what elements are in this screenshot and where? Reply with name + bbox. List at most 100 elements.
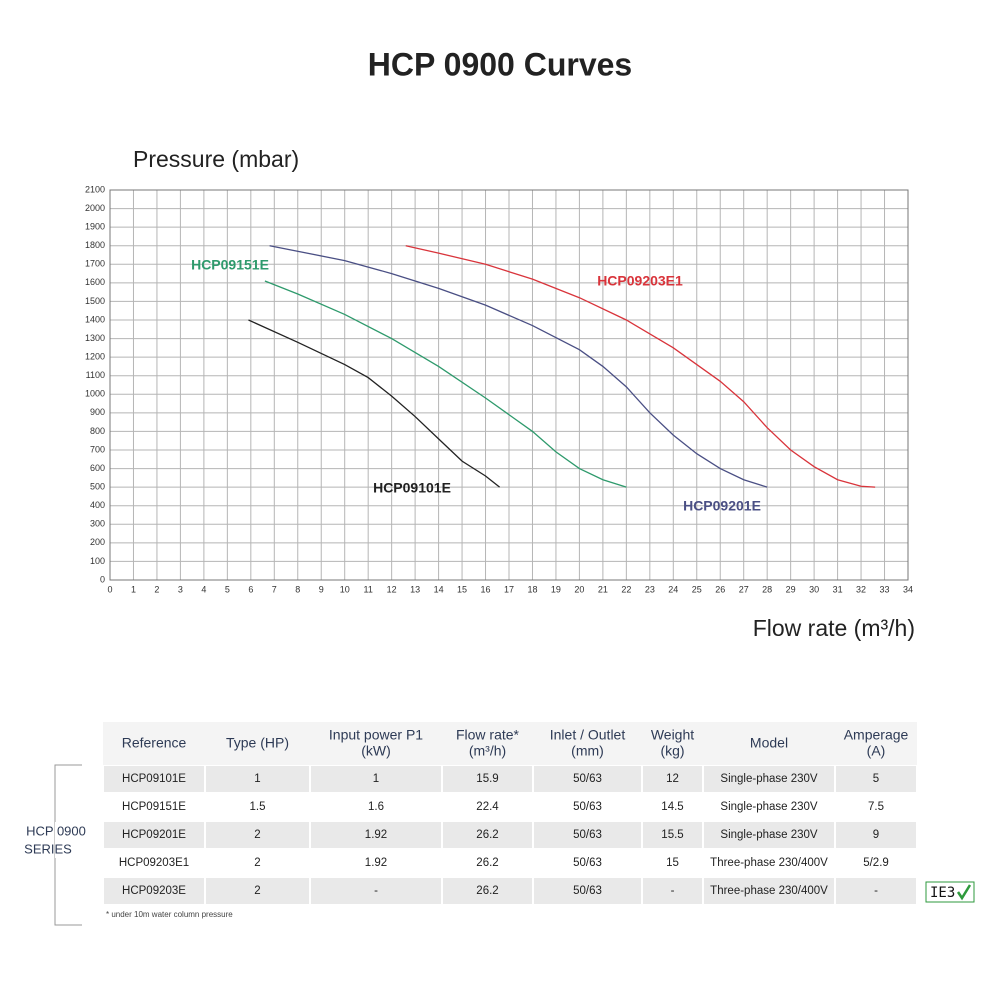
series-label: HCP09151E bbox=[191, 257, 269, 273]
table-cell-bg bbox=[534, 766, 641, 792]
table-cell: Single-phase 230V bbox=[720, 773, 818, 785]
table-cell: 1.6 bbox=[368, 801, 384, 813]
x-tick-label: 6 bbox=[248, 584, 253, 594]
y-tick-label: 400 bbox=[90, 500, 105, 510]
x-tick-label: 31 bbox=[833, 584, 843, 594]
y-tick-label: 500 bbox=[90, 482, 105, 492]
table-cell-bg bbox=[643, 878, 702, 904]
table-cell-bg bbox=[643, 766, 702, 792]
table-cell-bg bbox=[534, 822, 641, 848]
table-cell: HCP09203E bbox=[122, 885, 186, 897]
series-label: HCP09101E bbox=[373, 480, 451, 496]
table-cell: 26.2 bbox=[476, 857, 498, 869]
table-cell: 15.5 bbox=[661, 829, 683, 841]
table-cell-bg bbox=[534, 878, 641, 904]
y-tick-label: 1500 bbox=[85, 296, 105, 306]
table-cell: 50/63 bbox=[573, 801, 602, 813]
x-tick-label: 8 bbox=[295, 584, 300, 594]
table-cell: 12 bbox=[666, 773, 679, 785]
table-cell: 5 bbox=[873, 773, 879, 785]
series-label: HCP09203E1 bbox=[597, 273, 683, 289]
table-cell-bg bbox=[206, 878, 309, 904]
table-cell-bg bbox=[311, 822, 441, 848]
table-cell-bg bbox=[443, 878, 532, 904]
y-tick-label: 2100 bbox=[85, 184, 105, 194]
table-header: (m³/h) bbox=[469, 743, 506, 759]
x-tick-label: 25 bbox=[692, 584, 702, 594]
table-cell-bg bbox=[104, 766, 204, 792]
check-icon bbox=[956, 884, 972, 901]
table-cell: 5/2.9 bbox=[863, 857, 889, 869]
x-tick-label: 34 bbox=[903, 584, 913, 594]
table-cell: 14.5 bbox=[661, 801, 683, 813]
table-cell-bg bbox=[206, 766, 309, 792]
x-tick-label: 11 bbox=[364, 584, 373, 594]
table-cell: 2 bbox=[254, 829, 260, 841]
x-tick-label: 21 bbox=[598, 584, 608, 594]
table-cell: - bbox=[671, 885, 675, 897]
table-header: Inlet / Outlet bbox=[550, 727, 626, 743]
x-tick-label: 20 bbox=[574, 584, 584, 594]
table-header: Weight bbox=[651, 727, 694, 743]
chart-title: HCP 0900 Curves bbox=[368, 46, 632, 82]
x-tick-label: 29 bbox=[786, 584, 796, 594]
series-label: HCP09201E bbox=[683, 498, 761, 514]
y-tick-label: 1000 bbox=[85, 389, 105, 399]
table-cell-bg bbox=[311, 766, 441, 792]
y-tick-label: 1700 bbox=[85, 259, 105, 269]
table-cell: Three-phase 230/400V bbox=[710, 857, 828, 869]
x-tick-label: 13 bbox=[410, 584, 420, 594]
table-cell: 26.2 bbox=[476, 885, 498, 897]
series-line bbox=[264, 280, 627, 488]
table-cell-bg bbox=[836, 766, 916, 792]
table-cell: 22.4 bbox=[476, 801, 499, 813]
y-tick-label: 1900 bbox=[85, 222, 105, 232]
table-cell-bg bbox=[443, 766, 532, 792]
y-tick-label: 2000 bbox=[85, 203, 105, 213]
table-cell: Three-phase 230/400V bbox=[710, 885, 828, 897]
y-tick-label: 0 bbox=[100, 574, 105, 584]
table-cell-bg bbox=[206, 822, 309, 848]
table-cell: 1.5 bbox=[250, 801, 266, 813]
table-header: Type (HP) bbox=[226, 735, 289, 751]
badge-text: IE3 bbox=[930, 885, 955, 901]
x-tick-label: 9 bbox=[319, 584, 324, 594]
y-tick-label: 600 bbox=[90, 463, 105, 473]
x-axis-label: Flow rate (m³/h) bbox=[753, 615, 915, 641]
group-label: HCP 0900 bbox=[26, 823, 86, 838]
table-cell: 2 bbox=[254, 885, 260, 897]
x-tick-label: 17 bbox=[504, 584, 514, 594]
table-cell-bg bbox=[704, 766, 834, 792]
series-line bbox=[269, 245, 768, 488]
table-cell: HCP09151E bbox=[122, 801, 186, 813]
bracket-gap bbox=[55, 822, 95, 858]
x-tick-label: 32 bbox=[856, 584, 866, 594]
table-header: Reference bbox=[122, 735, 187, 751]
table-cell: - bbox=[374, 885, 378, 897]
table-cell: - bbox=[874, 885, 878, 897]
table-cell: 1.92 bbox=[365, 857, 387, 869]
series-line bbox=[405, 245, 876, 488]
table-cell-bg bbox=[836, 878, 916, 904]
table-header: (kW) bbox=[361, 743, 391, 759]
table-cell: 15.9 bbox=[476, 773, 498, 785]
x-tick-label: 23 bbox=[645, 584, 655, 594]
table-cell: 26.2 bbox=[476, 829, 498, 841]
table-cell: 50/63 bbox=[573, 857, 602, 869]
y-tick-label: 1100 bbox=[86, 370, 105, 380]
y-tick-label: 1600 bbox=[85, 277, 105, 287]
x-tick-label: 28 bbox=[762, 584, 772, 594]
x-tick-label: 30 bbox=[809, 584, 819, 594]
table-cell: 2 bbox=[254, 857, 260, 869]
x-tick-label: 16 bbox=[481, 584, 491, 594]
table-cell: Single-phase 230V bbox=[720, 829, 818, 841]
table-header: (mm) bbox=[571, 743, 604, 759]
x-tick-label: 19 bbox=[551, 584, 561, 594]
table-header: Input power P1 bbox=[329, 727, 423, 743]
table-cell-bg bbox=[643, 822, 702, 848]
y-axis-label: Pressure (mbar) bbox=[133, 146, 299, 172]
table-cell-bg bbox=[104, 878, 204, 904]
y-tick-label: 1200 bbox=[85, 352, 105, 362]
table-cell-bg bbox=[443, 822, 532, 848]
